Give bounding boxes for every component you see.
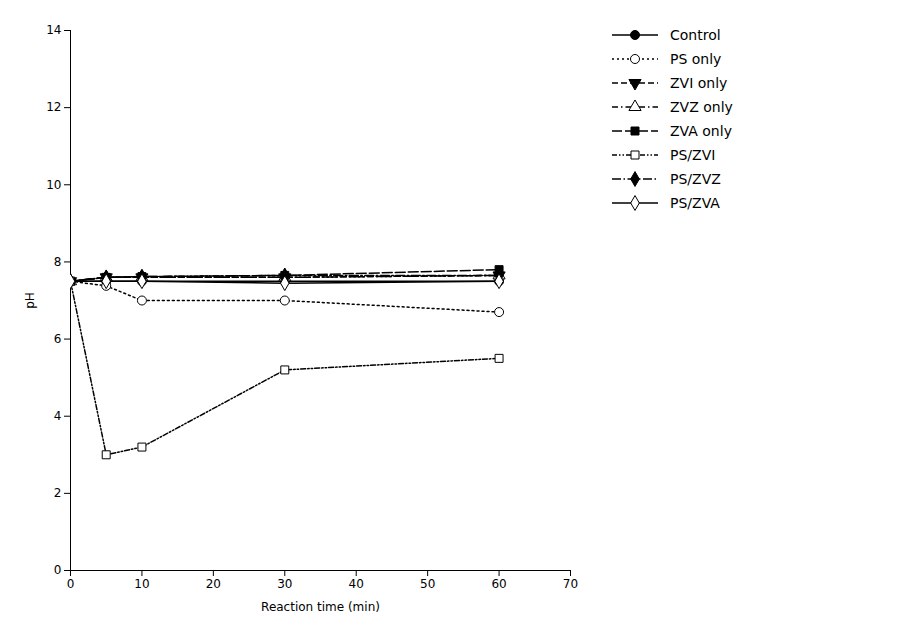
svg-text:4: 4	[54, 409, 62, 423]
svg-text:0: 0	[54, 563, 62, 577]
svg-text:10: 10	[134, 577, 149, 591]
svg-text:Reaction time (min): Reaction time (min)	[261, 600, 380, 614]
svg-text:20: 20	[206, 577, 221, 591]
svg-text:30: 30	[277, 577, 292, 591]
html-text:ZVA only: ZVA only	[670, 123, 732, 139]
html-text:PS/ZVI: PS/ZVI	[670, 147, 716, 163]
html-text:PS/ZVZ: PS/ZVZ	[670, 171, 721, 187]
svg-text:8: 8	[54, 255, 62, 269]
svg-text:pH: pH	[23, 292, 37, 309]
svg-text:10: 10	[46, 178, 61, 192]
html-text:Control: Control	[670, 27, 721, 43]
svg-text:40: 40	[349, 577, 364, 591]
svg-text:12: 12	[46, 100, 61, 114]
svg-text:2: 2	[54, 486, 62, 500]
html-text:PS/ZVA: PS/ZVA	[670, 195, 720, 211]
svg-text:60: 60	[491, 577, 506, 591]
html-text:PS only: PS only	[670, 51, 722, 67]
svg-text:14: 14	[46, 23, 61, 37]
svg-text:50: 50	[420, 577, 435, 591]
html-text:ZVZ only: ZVZ only	[670, 99, 733, 115]
svg-text:6: 6	[54, 332, 62, 346]
svg-text:70: 70	[563, 577, 578, 591]
html-text:ZVI only: ZVI only	[670, 75, 728, 91]
svg-text:0: 0	[67, 577, 75, 591]
